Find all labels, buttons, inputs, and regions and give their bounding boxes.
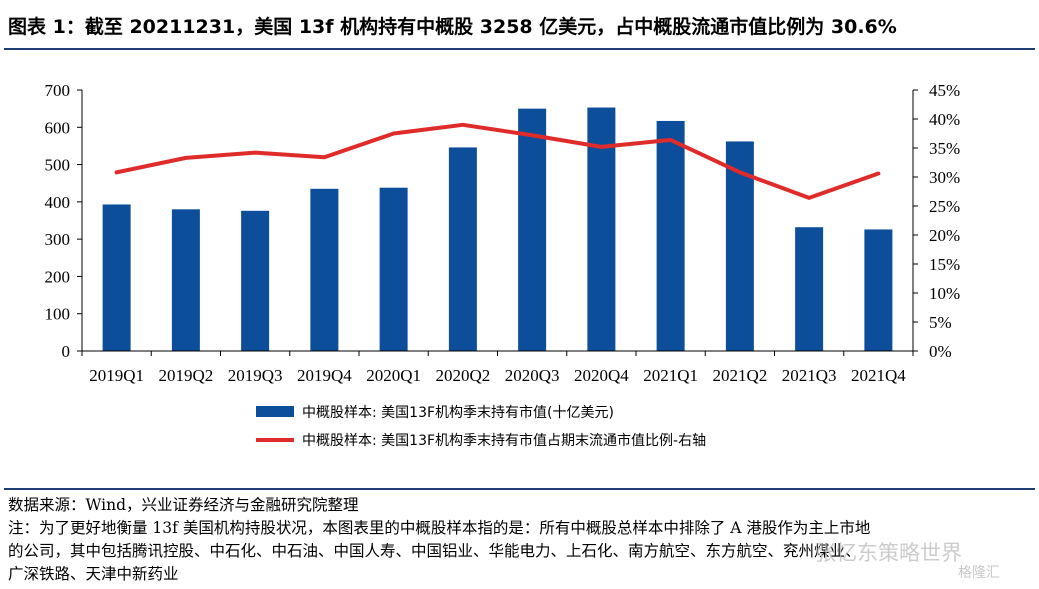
- left-tick-label: 700: [45, 81, 71, 100]
- chart-title: 图表 1：截至 20211231，美国 13f 机构持有中概股 3258 亿美元…: [8, 16, 897, 38]
- right-tick-label: 20%: [929, 226, 960, 245]
- left-tick-label: 400: [45, 193, 71, 212]
- note-line-2: 的公司，其中包括腾讯控股、中石化、中石油、中国人寿、中国铝业、华能电力、上石化、…: [8, 542, 861, 560]
- line-series: [114, 122, 881, 200]
- title-rule: [4, 48, 1035, 50]
- right-tick-label: 0%: [929, 342, 952, 361]
- x-tick-label: 2019Q4: [297, 366, 352, 385]
- line-point: [115, 170, 119, 174]
- right-tick-label: 10%: [929, 284, 960, 303]
- bar: [518, 108, 547, 352]
- line-point: [876, 172, 880, 176]
- left-tick-label: 200: [45, 267, 71, 286]
- bar: [448, 147, 477, 351]
- line-point: [392, 132, 396, 135]
- right-tick-label: 40%: [929, 110, 960, 129]
- x-tick-label: 2021Q4: [851, 366, 906, 385]
- line-point: [530, 133, 534, 137]
- watermark: 张忆东策略世界: [815, 541, 962, 565]
- bar: [864, 229, 893, 351]
- x-tick-label: 2019Q3: [228, 366, 283, 385]
- bar: [102, 204, 131, 351]
- line-point: [253, 151, 257, 155]
- right-tick-label: 15%: [929, 255, 960, 274]
- right-tick-label: 25%: [929, 197, 960, 216]
- bar-line-chart: 0 100 200 300 400 500 600 700 0% 5% 10% 15% 20% 25% 30…: [45, 81, 961, 449]
- legend: 中概股样本: 美国13F机构季末持有市值(十亿美元) 中概股样本: 美国13F机构…: [256, 404, 706, 449]
- left-tick-label: 300: [45, 230, 71, 249]
- left-tick-label: 500: [45, 156, 71, 175]
- footer-rule: [4, 488, 1035, 490]
- note-line-1: 注：为了更好地衡量 13f 美国机构持股状况，本图表里的中概股样本指的是：所有中…: [8, 519, 871, 537]
- right-tick-label: 45%: [929, 81, 960, 100]
- source-note: 数据来源：Wind，兴业证券经济与金融研究院整理: [8, 496, 359, 514]
- footer-notes: 数据来源：Wind，兴业证券经济与金融研究院整理 注：为了更好地衡量 13f 美…: [8, 494, 1028, 586]
- line-point: [669, 138, 673, 142]
- line-point: [461, 123, 465, 127]
- x-tick-label: 2021Q3: [782, 366, 837, 385]
- right-tick-label: 5%: [929, 313, 952, 332]
- bar: [795, 227, 824, 351]
- x-tick-label: 2021Q2: [712, 366, 767, 385]
- percentage-line: [114, 122, 881, 200]
- bar: [171, 209, 200, 351]
- axes: 0 100 200 300 400 500 600 700 0% 5% 10% 15% 20% 25% 30…: [45, 81, 961, 385]
- right-tick-label: 35%: [929, 139, 960, 158]
- left-tick-label: 600: [45, 118, 71, 137]
- bar-series: [102, 107, 893, 352]
- legend-label-line: 中概股样本: 美国13F机构季末持有市值占期末流通市值比例-右轴: [302, 432, 706, 449]
- x-tick-label: 2020Q4: [574, 366, 629, 385]
- x-tick-label: 2020Q3: [505, 366, 560, 385]
- x-tick-label: 2019Q2: [158, 366, 213, 385]
- note-line-3: 广深铁路、天津中新药业: [8, 565, 179, 583]
- left-tick-label: 100: [45, 305, 71, 324]
- x-tick-label: 2021Q1: [643, 366, 698, 385]
- x-tick-label: 2020Q1: [366, 366, 421, 385]
- bar: [379, 187, 408, 351]
- x-tick-label: 2019Q1: [89, 366, 144, 385]
- legend-swatch-bar: [256, 406, 294, 417]
- bar: [241, 210, 270, 351]
- bar: [656, 120, 685, 351]
- line-point: [184, 156, 188, 160]
- right-tick-label: 30%: [929, 168, 960, 187]
- line-point: [599, 145, 603, 149]
- watermark-logo: 格隆汇: [958, 565, 1000, 581]
- legend-label-bar: 中概股样本: 美国13F机构季末持有市值(十亿美元): [302, 404, 614, 421]
- line-point: [738, 170, 742, 174]
- line-point: [807, 196, 811, 200]
- left-tick-label: 0: [62, 342, 71, 361]
- x-tick-label: 2020Q2: [435, 366, 490, 385]
- line-point: [322, 155, 326, 159]
- bar: [310, 188, 339, 351]
